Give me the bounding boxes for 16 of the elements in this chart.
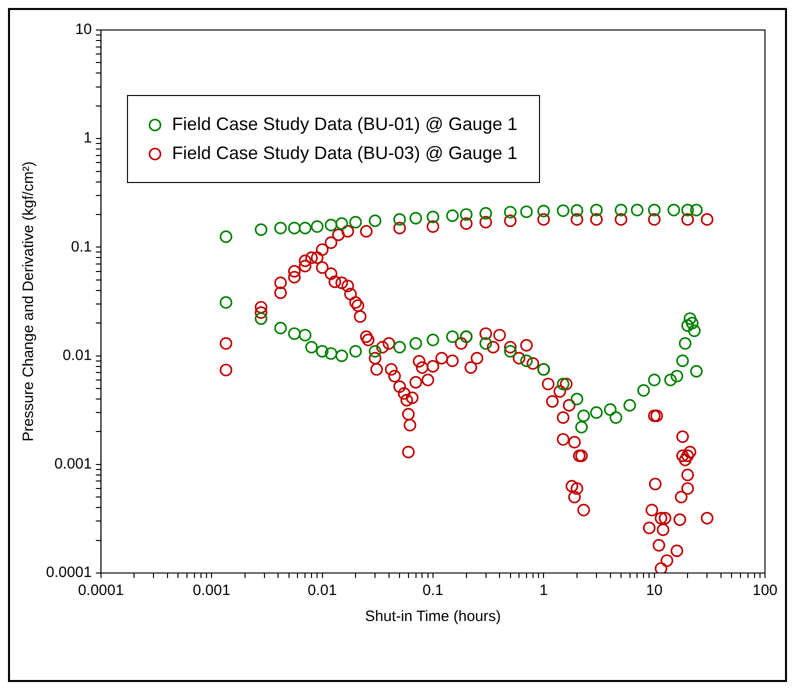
x-tick-label: 100 [752, 582, 778, 600]
y-tick-label: 1 [84, 130, 92, 147]
legend-label: Field Case Study Data (BU-03) @ Gauge 1 [172, 143, 518, 164]
y-tick-label: 10 [75, 21, 92, 38]
x-tick-label: 10 [646, 582, 663, 600]
x-tick-label: 0.01 [308, 582, 337, 600]
y-tick-label: 0.0001 [46, 564, 92, 582]
y-tick-label: 0.001 [54, 456, 92, 473]
y-axis-title: Pressure Change and Derivative (kgf/cm²) [20, 161, 38, 442]
x-tick-label: 0.001 [192, 582, 230, 600]
x-tick-label: 0.1 [422, 582, 444, 600]
legend-label: Field Case Study Data (BU-01) @ Gauge 1 [172, 114, 518, 135]
y-tick-label: 0.1 [71, 238, 92, 256]
x-tick-label: 1 [539, 582, 548, 600]
x-axis-title: Shut-in Time (hours) [364, 608, 501, 626]
y-tick-label: 0.01 [62, 346, 92, 364]
